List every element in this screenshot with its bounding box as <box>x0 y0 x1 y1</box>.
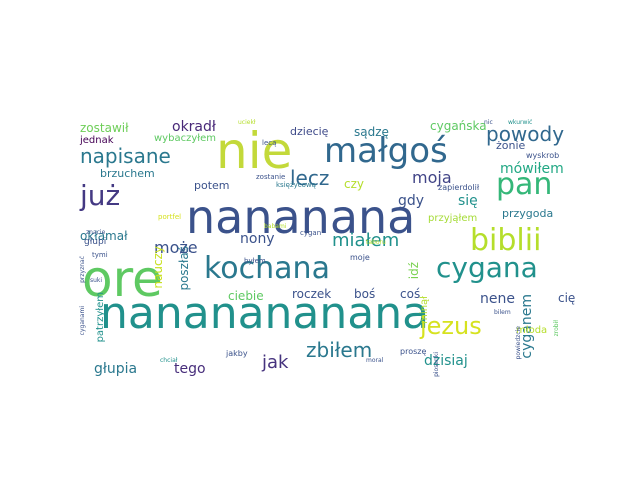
word-4: małgoś <box>324 131 448 171</box>
word-39: nauczy <box>151 246 165 289</box>
word-8: jezus <box>420 312 482 340</box>
word-15: zbiłem <box>306 338 373 362</box>
word-65: cyganami <box>79 306 86 336</box>
word-58: księżycową <box>276 181 316 189</box>
word-18: mówiłem <box>500 161 564 177</box>
word-26: zostawił <box>80 121 129 135</box>
word-12: powody <box>486 122 565 146</box>
word-17: moja <box>412 168 452 187</box>
word-6: biblii <box>470 223 542 258</box>
word-32: brzuchem <box>100 167 155 180</box>
word-51: wybaczyłem <box>154 133 216 144</box>
word-5: kochana <box>204 251 330 286</box>
word-63: portfel <box>158 213 182 221</box>
word-cloud: ore nananana nananananana nie małgoś kochana b… <box>79 96 580 377</box>
word-43: coś <box>400 287 421 301</box>
word-23: nene <box>480 291 515 307</box>
word-9: pan <box>496 167 553 202</box>
word-52: głupi <box>84 237 107 247</box>
word-20: głupia <box>94 361 138 377</box>
word-46: cię <box>558 291 576 305</box>
word-25: nony <box>240 231 275 247</box>
word-56: zapierdolił <box>438 183 480 192</box>
word-55: proszę <box>400 347 427 356</box>
word-45: ciebie <box>228 289 264 303</box>
word-19: jak <box>262 352 289 373</box>
word-1: nananana <box>186 190 416 244</box>
word-2: nananananana <box>100 288 430 339</box>
word-50: przyjąłem <box>428 213 478 224</box>
word-3: nie <box>216 122 293 180</box>
word-66: chciał <box>160 357 178 364</box>
word-28: dziecię <box>290 125 329 138</box>
word-36: czy <box>344 177 364 191</box>
word-60: znacie <box>86 229 106 236</box>
word-59: zostanie <box>256 173 286 181</box>
word-67: jest <box>180 247 191 254</box>
word-53: patrzyłem <box>95 292 106 343</box>
word-62: suki <box>90 277 103 284</box>
word-33: potem <box>194 179 230 192</box>
word-49: żonie <box>496 139 526 152</box>
word-71: lecą <box>262 139 277 147</box>
word-76: moral <box>366 357 384 364</box>
word-14: miałem <box>332 230 400 251</box>
word-27: okradł <box>172 119 216 135</box>
word-37: przygoda <box>502 207 554 220</box>
word-64: tymi <box>92 251 108 259</box>
word-74: powiedzcie <box>515 326 522 360</box>
word-68: byłem <box>244 257 266 265</box>
word-38: okłamał <box>80 229 128 243</box>
word-78: wkurwić <box>508 119 533 126</box>
word-11: lecz <box>290 166 330 190</box>
word-75: piosenki <box>433 352 440 377</box>
word-81: zrobił <box>553 320 560 337</box>
word-7: cygana <box>436 251 538 284</box>
word-70: cygan <box>300 229 322 237</box>
word-35: się <box>458 193 478 209</box>
word-79: babami <box>264 223 287 230</box>
word-31: jednak <box>80 135 114 146</box>
word-13: napisane <box>80 144 171 168</box>
word-47: minął <box>419 296 430 324</box>
word-44: idź <box>407 262 421 280</box>
word-30: cygańska <box>430 119 487 133</box>
word-61: przyznać <box>79 256 86 283</box>
word-72: uciekł <box>238 119 256 126</box>
word-21: tego <box>174 361 206 377</box>
word-69: moje <box>350 253 370 262</box>
word-22: dzisiaj <box>424 353 468 369</box>
word-34: gdy <box>398 193 425 209</box>
word-10: już <box>80 179 121 212</box>
word-42: boś <box>354 287 376 301</box>
word-54: jakby <box>226 349 248 358</box>
word-73: bilem <box>494 309 511 316</box>
word-77: nic <box>484 119 493 126</box>
word-57: wyskrob <box>526 151 560 160</box>
word-0: ore <box>82 250 163 308</box>
word-48: młoda <box>516 325 548 336</box>
word-29: sądzę <box>354 125 389 139</box>
word-41: roczek <box>292 287 332 301</box>
word-80: taboru <box>366 239 386 246</box>
word-16: może <box>154 238 198 257</box>
